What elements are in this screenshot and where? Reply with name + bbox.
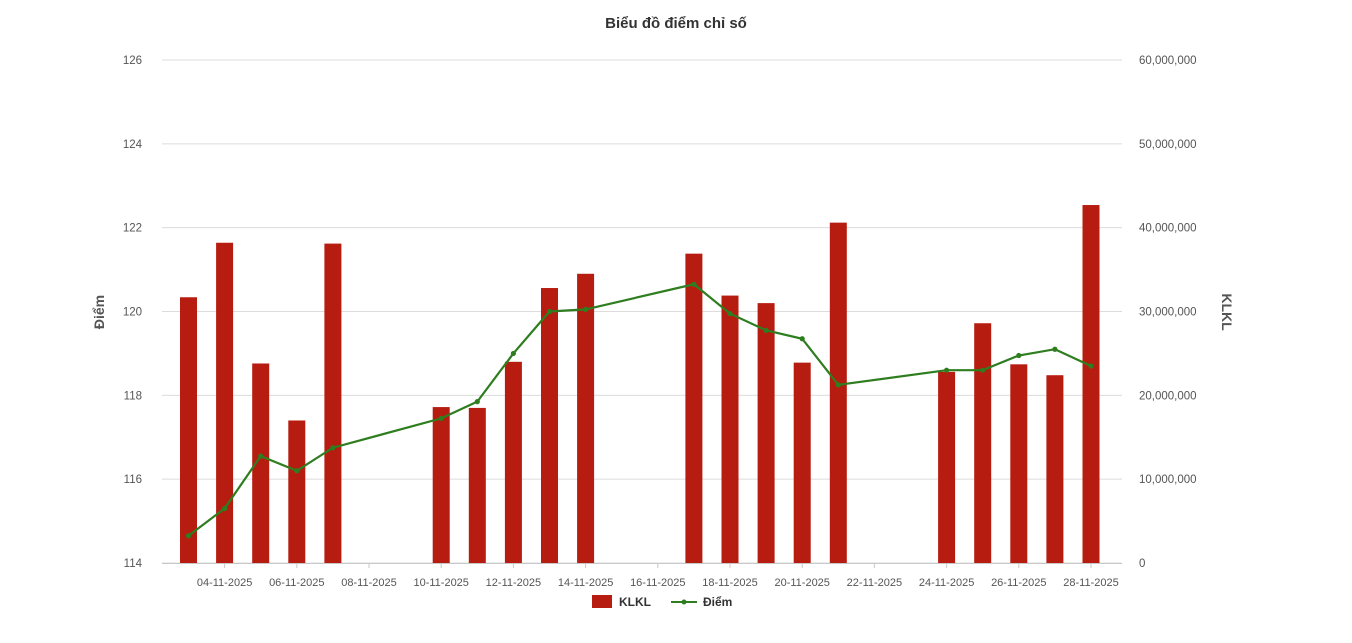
klkl-bars bbox=[180, 205, 1100, 564]
x-tick-label: 12-11-2025 bbox=[486, 577, 541, 589]
diem-series-line bbox=[187, 283, 1092, 537]
klkl-bar[interactable] bbox=[1010, 364, 1028, 563]
left-tick-label: 118 bbox=[124, 390, 142, 402]
diem-line bbox=[185, 281, 1094, 539]
left-tick-label: 122 bbox=[123, 223, 142, 235]
diem-point[interactable] bbox=[727, 310, 733, 317]
right-tick-label: 0 bbox=[1139, 558, 1145, 570]
diem-point[interactable] bbox=[1016, 352, 1022, 359]
klkl-bar[interactable] bbox=[757, 303, 775, 563]
x-tick-label: 22-11-2025 bbox=[847, 577, 902, 589]
left-axis-title: Điểm bbox=[91, 295, 107, 329]
left-tick-label: 116 bbox=[124, 474, 142, 486]
klkl-bar[interactable] bbox=[577, 273, 595, 563]
left-tick-label: 120 bbox=[123, 307, 142, 319]
klkl-bar[interactable] bbox=[468, 407, 486, 563]
klkl-bar[interactable] bbox=[1046, 375, 1064, 563]
left-tick-label: 114 bbox=[124, 558, 143, 570]
left-axis-ticks: 114 116 118 120 122 124 126 bbox=[123, 55, 143, 570]
x-tick-label: 28-11-2025 bbox=[1063, 577, 1118, 589]
right-axis-ticks: 0 10,000,000 20,000,000 30,000,000 40,000,00… bbox=[1139, 55, 1197, 570]
diem-point[interactable] bbox=[185, 533, 192, 539]
diem-point[interactable] bbox=[330, 445, 336, 451]
klkl-bar[interactable] bbox=[1082, 205, 1100, 563]
diem-point[interactable] bbox=[980, 367, 986, 373]
diem-point[interactable] bbox=[799, 336, 805, 342]
diem-point[interactable] bbox=[944, 367, 950, 373]
klkl-bar[interactable] bbox=[252, 363, 270, 563]
x-tick-label: 26-11-2025 bbox=[991, 577, 1046, 589]
x-tick-label: 06-11-2025 bbox=[269, 577, 324, 589]
diem-point[interactable] bbox=[1052, 346, 1058, 352]
diem-point[interactable] bbox=[583, 306, 589, 313]
klkl-bar[interactable] bbox=[288, 420, 306, 563]
x-tick-label: 10-11-2025 bbox=[413, 577, 468, 589]
diem-point[interactable] bbox=[222, 505, 228, 512]
x-tick-label: 20-11-2025 bbox=[774, 577, 829, 589]
klkl-bar[interactable] bbox=[180, 297, 197, 563]
x-tick-label: 24-11-2025 bbox=[919, 577, 974, 589]
klkl-bar[interactable] bbox=[829, 222, 847, 564]
klkl-bar[interactable] bbox=[541, 288, 558, 563]
diem-point[interactable] bbox=[258, 453, 264, 459]
right-tick-label: 50,000,000 bbox=[1139, 139, 1197, 151]
x-axis-ticks: 04-11-2025 06-11-2025 08-11-2025 10-11-2025… bbox=[162, 563, 1122, 589]
klkl-bar[interactable] bbox=[504, 361, 522, 563]
gridlines bbox=[162, 59, 1122, 564]
left-tick-label: 124 bbox=[123, 139, 143, 151]
diem-point[interactable] bbox=[294, 468, 300, 474]
klkl-bar[interactable] bbox=[974, 323, 992, 563]
right-tick-label: 40,000,000 bbox=[1139, 223, 1197, 235]
x-tick-label: 16-11-2025 bbox=[630, 577, 685, 589]
legend[interactable]: KLKL Điểm bbox=[592, 595, 732, 609]
klkl-bar[interactable] bbox=[432, 407, 450, 563]
diem-point[interactable] bbox=[546, 308, 553, 315]
x-tick-label: 04-11-2025 bbox=[197, 577, 252, 589]
right-tick-label: 30,000,000 bbox=[1139, 307, 1197, 319]
chart-title: Biểu đồ điểm chỉ số bbox=[605, 15, 747, 32]
klkl-bar[interactable] bbox=[324, 243, 342, 563]
diem-point[interactable] bbox=[691, 281, 697, 287]
klkl-bar[interactable] bbox=[216, 242, 234, 564]
diem-point[interactable] bbox=[1088, 363, 1094, 369]
diem-point[interactable] bbox=[474, 399, 480, 405]
diem-point[interactable] bbox=[438, 415, 444, 421]
klkl-bar[interactable] bbox=[721, 295, 739, 563]
klkl-bar[interactable] bbox=[685, 253, 703, 563]
legend-diem-swatch-dot bbox=[681, 599, 687, 605]
right-axis-title: KLKL bbox=[1219, 293, 1235, 331]
legend-klkl-swatch bbox=[592, 595, 612, 608]
x-tick-label: 08-11-2025 bbox=[341, 577, 396, 589]
x-tick-label: 14-11-2025 bbox=[558, 577, 613, 589]
klkl-bar[interactable] bbox=[793, 362, 811, 563]
klkl-bar[interactable] bbox=[938, 371, 956, 563]
right-tick-label: 10,000,000 bbox=[1139, 474, 1197, 486]
right-tick-label: 20,000,000 bbox=[1139, 390, 1197, 402]
diem-point[interactable] bbox=[510, 350, 516, 357]
legend-diem-label[interactable]: Điểm bbox=[703, 595, 732, 609]
left-tick-label: 126 bbox=[123, 55, 142, 67]
x-tick-label: 18-11-2025 bbox=[702, 577, 757, 589]
diem-point[interactable] bbox=[835, 382, 841, 388]
legend-klkl-label[interactable]: KLKL bbox=[619, 595, 651, 609]
right-tick-label: 60,000,000 bbox=[1139, 55, 1197, 67]
diem-point[interactable] bbox=[763, 327, 769, 333]
